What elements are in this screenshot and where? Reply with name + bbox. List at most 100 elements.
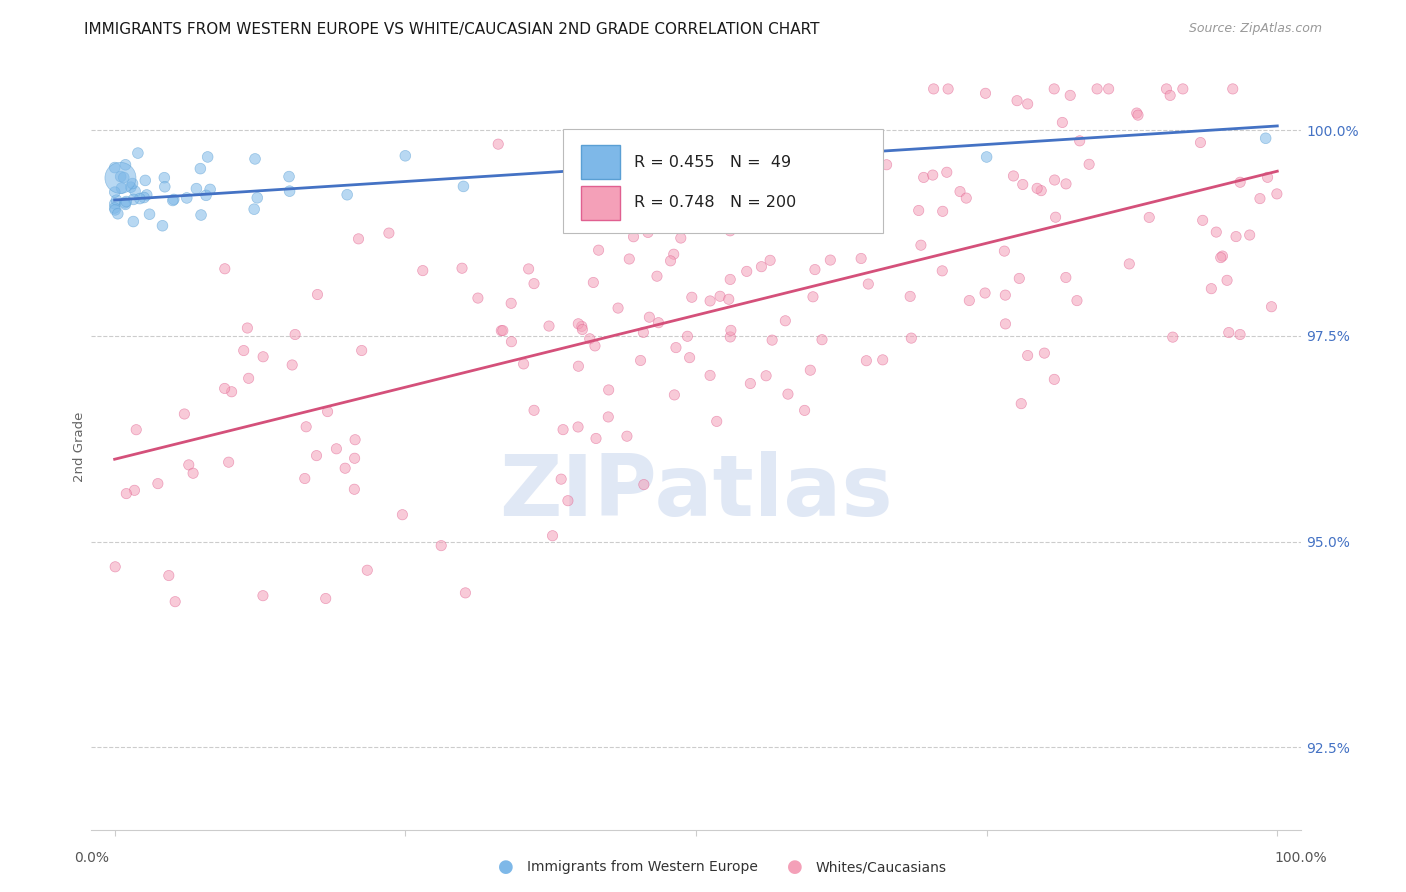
Text: Whites/Caucasians: Whites/Caucasians — [815, 860, 946, 874]
Point — [751, 260, 773, 274]
Point — [343, 451, 366, 466]
Point — [633, 477, 655, 491]
Point — [252, 350, 274, 364]
Point — [153, 179, 176, 194]
Point — [974, 286, 997, 301]
Point — [669, 231, 692, 245]
Point — [876, 158, 898, 172]
Point — [775, 314, 797, 328]
Point — [523, 403, 546, 417]
Point — [583, 339, 606, 353]
Point — [517, 261, 540, 276]
Point — [453, 179, 475, 194]
Point — [1017, 349, 1039, 363]
Point — [976, 150, 998, 164]
Point — [706, 414, 728, 428]
Point — [307, 287, 329, 301]
Point — [1054, 270, 1077, 285]
Point — [138, 207, 160, 221]
Point — [305, 449, 328, 463]
Point — [122, 193, 145, 207]
Point — [1126, 108, 1149, 122]
Point — [1125, 106, 1147, 120]
Point — [127, 146, 149, 161]
Point — [104, 559, 127, 574]
Point — [717, 292, 740, 306]
Point — [124, 483, 146, 498]
Point — [1054, 177, 1077, 191]
Point — [112, 170, 135, 185]
Point — [637, 226, 659, 240]
Point — [430, 539, 453, 553]
Point — [165, 595, 187, 609]
Point — [190, 161, 212, 176]
Point — [675, 128, 697, 143]
Point — [114, 195, 136, 210]
Point — [713, 208, 735, 222]
Point — [284, 327, 307, 342]
FancyBboxPatch shape — [562, 129, 883, 233]
Point — [931, 204, 953, 219]
Point — [588, 243, 610, 257]
Point — [1002, 169, 1025, 183]
Point — [110, 169, 132, 184]
FancyBboxPatch shape — [581, 186, 620, 219]
Point — [1043, 372, 1066, 386]
Point — [1265, 186, 1288, 201]
Point — [1008, 271, 1031, 285]
Point — [1085, 82, 1108, 96]
Point — [1066, 293, 1088, 308]
Point — [598, 383, 620, 397]
Point — [1225, 229, 1247, 244]
Point — [811, 333, 834, 347]
Point — [664, 201, 686, 215]
Text: Source: ZipAtlas.com: Source: ZipAtlas.com — [1188, 22, 1322, 36]
Point — [623, 218, 645, 232]
Point — [104, 161, 127, 175]
Point — [1045, 210, 1067, 224]
Point — [697, 198, 720, 212]
Point — [1216, 273, 1239, 287]
Point — [197, 150, 219, 164]
Point — [804, 262, 827, 277]
Point — [128, 192, 150, 206]
Point — [799, 363, 821, 377]
Point — [1005, 94, 1028, 108]
Point — [104, 197, 127, 211]
Point — [616, 429, 638, 443]
Point — [186, 181, 208, 195]
Point — [665, 341, 688, 355]
Point — [104, 201, 127, 215]
Point — [849, 252, 872, 266]
Point — [315, 591, 337, 606]
Point — [835, 206, 858, 220]
Point — [121, 177, 143, 191]
Point — [740, 376, 762, 391]
Point — [1260, 300, 1282, 314]
Point — [124, 184, 146, 198]
Point — [1017, 97, 1039, 112]
Point — [662, 247, 685, 261]
Point — [243, 202, 266, 217]
Point — [907, 203, 929, 218]
Point — [1043, 82, 1066, 96]
Point — [647, 316, 669, 330]
Point — [567, 359, 589, 374]
FancyBboxPatch shape — [581, 145, 620, 179]
Point — [720, 323, 742, 337]
Point — [218, 455, 240, 469]
Point — [855, 353, 877, 368]
Point — [623, 229, 645, 244]
Point — [571, 319, 593, 334]
Point — [501, 296, 523, 310]
Point — [910, 238, 932, 252]
Point — [735, 264, 758, 278]
Point — [872, 352, 894, 367]
Point — [1010, 397, 1032, 411]
Point — [1249, 192, 1271, 206]
Point — [114, 197, 136, 211]
Point — [134, 173, 156, 187]
Point — [1156, 82, 1178, 96]
Point — [974, 87, 997, 101]
Point — [766, 211, 789, 225]
